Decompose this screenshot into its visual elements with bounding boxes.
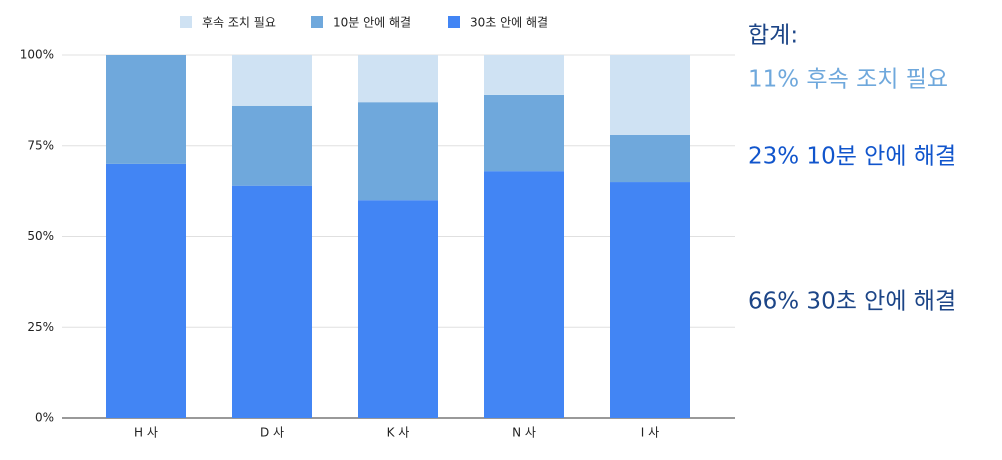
legend-label: 10분 안에 해결 (333, 16, 411, 30)
legend-swatch (180, 16, 192, 28)
legend-label: 후속 조치 필요 (202, 16, 276, 30)
x-tick-label: D 사 (260, 426, 284, 440)
legend-swatch (448, 16, 460, 28)
y-tick-label: 25% (27, 320, 54, 334)
bar-segment (358, 55, 438, 103)
bar-segment (610, 55, 690, 135)
x-tick-label: K 사 (387, 426, 410, 440)
y-tick-label: 0% (35, 411, 54, 425)
annotation: 11% 후속 조치 필요 (748, 67, 948, 93)
bar-segment (358, 102, 438, 201)
annotation: 66% 30초 안에 해결 (748, 289, 956, 315)
bar-segment (232, 105, 312, 186)
bar-segment (106, 55, 186, 164)
x-tick-label: H 사 (134, 426, 158, 440)
annotation: 합계: (748, 23, 798, 49)
bar-segment (232, 185, 312, 418)
bar-segment (484, 94, 564, 172)
bar-segment (610, 134, 690, 183)
bar-segment (484, 171, 564, 418)
bar-segment (610, 182, 690, 418)
legend-swatch (311, 16, 323, 28)
x-tick-label: N 사 (512, 426, 536, 440)
y-tick-label: 50% (27, 229, 54, 243)
legend-label: 30초 안에 해결 (470, 16, 548, 30)
bar-segment (358, 200, 438, 418)
annotation: 23% 10분 안에 해결 (748, 144, 956, 170)
x-tick-label: I 사 (641, 426, 659, 440)
y-tick-label: 100% (20, 48, 54, 62)
bar-segment (484, 55, 564, 95)
bar-segment (232, 55, 312, 106)
y-tick-label: 75% (27, 138, 54, 152)
bar-segment (106, 163, 186, 418)
